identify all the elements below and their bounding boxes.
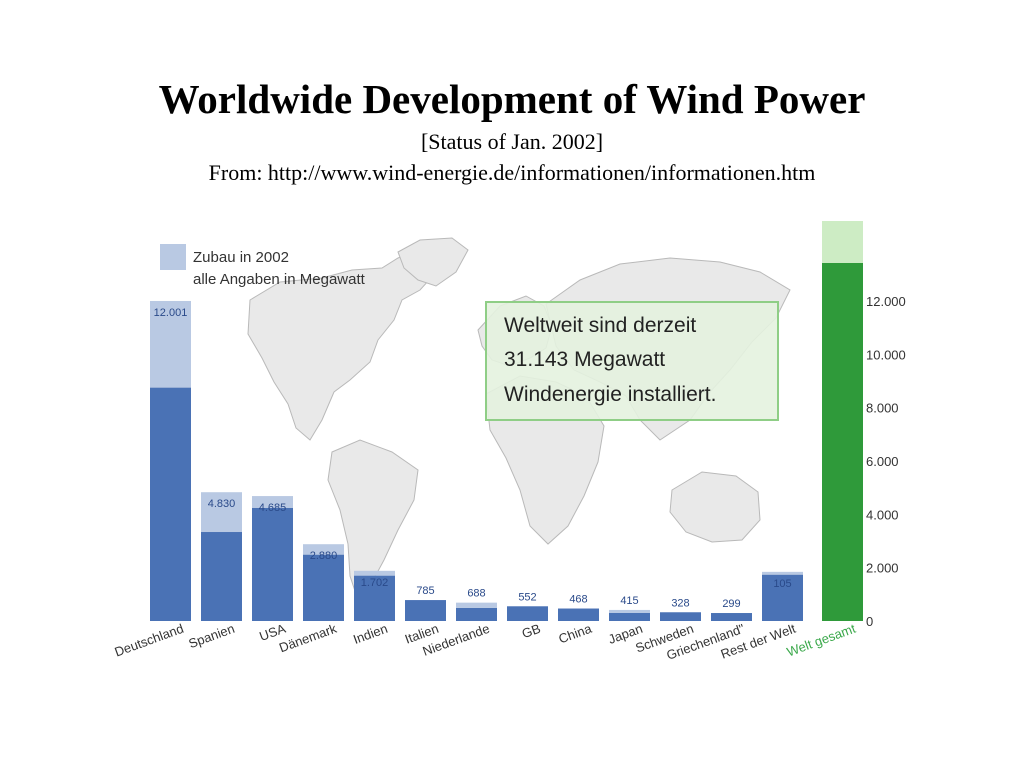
bar-value-label: 785	[416, 585, 434, 597]
y-tick-label: 0	[866, 614, 873, 629]
x-tick-label: Deutschland	[112, 621, 185, 660]
bar-installed	[354, 575, 395, 621]
bar-value-label: 328	[671, 597, 689, 609]
bar-welt-gesamt-top	[822, 221, 863, 263]
bar-installed	[150, 387, 191, 621]
callout-line-3: Windenergie installiert.	[504, 383, 716, 406]
bar-added-2002	[354, 570, 395, 576]
bar-added-2002	[201, 492, 242, 533]
bar-value-label: 299	[722, 598, 740, 610]
legend-swatch	[160, 244, 186, 270]
page-subtitle: [Status of Jan. 2002]	[420, 129, 604, 154]
bar-value-label: 105	[773, 578, 791, 590]
y-tick-label: 2.000	[866, 561, 899, 576]
x-tick-label: GB	[520, 621, 543, 642]
bar-added-2002	[303, 544, 344, 555]
y-tick-label: 6.000	[866, 454, 899, 469]
bar-welt-gesamt	[822, 263, 863, 621]
page-title: Worldwide Development of Wind Power	[158, 76, 866, 122]
x-tick-label: Welt gesamt	[785, 621, 858, 660]
bar-installed	[711, 613, 752, 621]
bar-added-2002	[252, 496, 293, 508]
bar-installed	[507, 606, 548, 621]
x-tick-label: Dänemark	[277, 621, 339, 656]
callout-box	[485, 301, 779, 421]
source-line: From: http://www.wind-energie.de/informa…	[208, 160, 816, 185]
bar-installed	[405, 600, 446, 621]
bar-installed	[762, 574, 803, 621]
bar-installed	[303, 554, 344, 621]
bar-installed	[201, 532, 242, 621]
bar-installed	[660, 612, 701, 621]
callout-line-2: 31.143 Megawatt	[504, 348, 665, 371]
australia-shape	[669, 471, 761, 543]
bar-value-label: 415	[620, 595, 638, 607]
bar-added-2002	[609, 609, 650, 613]
y-tick-label: 12.000	[866, 294, 906, 309]
north-america-shape	[247, 245, 449, 441]
x-tick-label: Indien	[351, 621, 389, 647]
title-block: Worldwide Development of Wind Power [Sta…	[0, 72, 1024, 188]
legend-label: Zubau in 2002	[193, 249, 289, 266]
y-tick-label: 4.000	[866, 507, 899, 522]
bar-value-label: 2.880	[310, 550, 338, 562]
bar-value-label: 468	[569, 594, 587, 606]
bar-added-2002	[762, 571, 803, 575]
callout-line-1: Weltweit sind derzeit	[504, 314, 696, 337]
bar-installed	[558, 608, 599, 621]
bar-value-label: 12.001	[154, 307, 188, 319]
bar-installed	[252, 507, 293, 621]
bar-installed	[609, 613, 650, 621]
bar-added-2002	[456, 602, 497, 608]
y-tick-label: 10.000	[866, 347, 906, 362]
bar-value-label: 4.830	[208, 498, 236, 510]
greenland-shape	[397, 237, 469, 287]
bar-value-label: 552	[518, 591, 536, 603]
bar-value-label: 4.685	[259, 502, 287, 514]
bar-installed	[456, 607, 497, 621]
bar-value-label: 1.702	[361, 577, 389, 589]
bar-value-label: 688	[467, 588, 485, 600]
bar-added-2002	[150, 300, 191, 388]
legend-sublabel: alle Angaben in Megawatt	[193, 271, 366, 288]
x-tick-label: China	[556, 620, 594, 646]
y-tick-label: 8.000	[866, 401, 899, 416]
x-tick-label: Spanien	[187, 621, 237, 651]
